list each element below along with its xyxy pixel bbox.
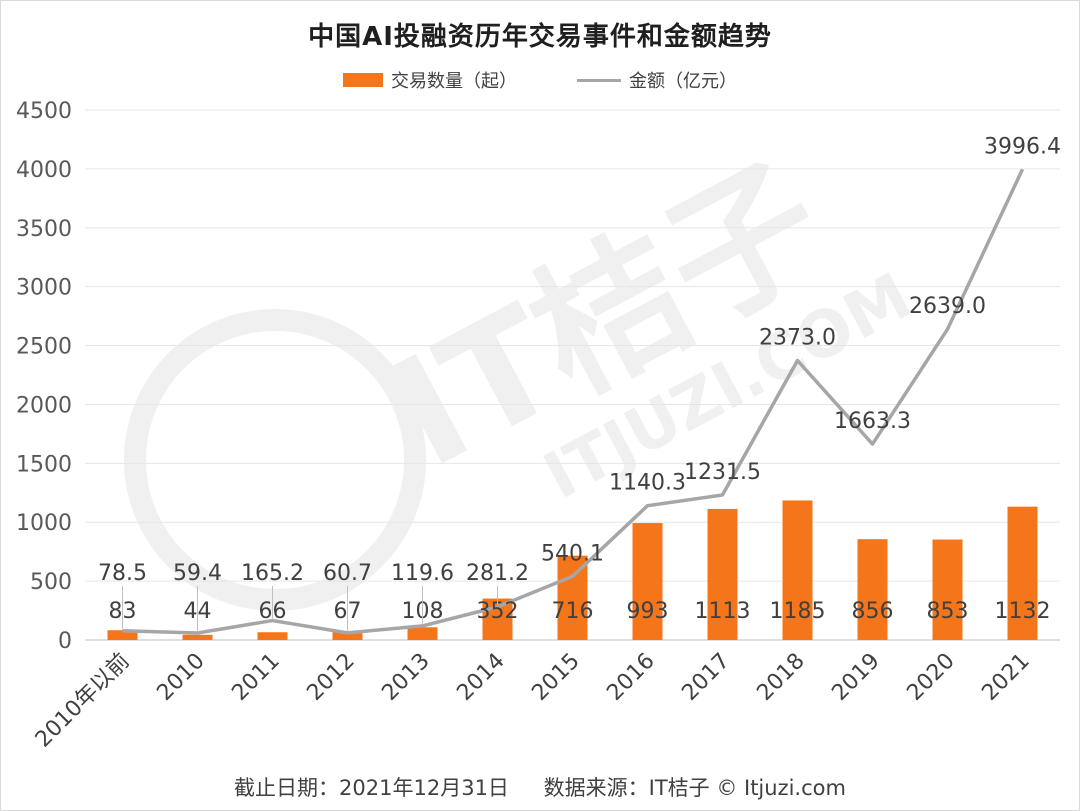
line-data-label: 165.2 [241, 561, 304, 586]
line-data-label: 540.1 [541, 541, 604, 566]
bar-data-label: 1185 [770, 599, 826, 624]
y-tick-label: 2000 [16, 393, 72, 418]
legend-swatch-line [577, 78, 621, 82]
x-tick-label: 2020 [902, 649, 959, 706]
bar [707, 508, 738, 640]
y-tick-label: 3500 [16, 217, 72, 242]
line-data-label: 1140.3 [609, 471, 686, 496]
bar [932, 539, 963, 640]
bar [182, 634, 213, 640]
bar [1007, 506, 1038, 640]
legend-item-count: 交易数量（起） [343, 67, 517, 93]
legend-item-amount: 金额（亿元） [577, 67, 737, 93]
x-tick-label: 2010 [152, 649, 209, 706]
line-series [122, 168, 1025, 635]
y-tick-label: 500 [30, 570, 72, 595]
x-tick-label: 2015 [527, 649, 584, 706]
bar [857, 539, 888, 640]
x-tick-label: 2010年以前 [31, 649, 135, 753]
line-data-labels: 78.5 59.4 165.2 60.7 119.6 281.2 540.1 1140.312… [98, 134, 1061, 632]
bar [782, 500, 813, 640]
y-tick-label: 1000 [16, 511, 72, 536]
x-tick-label: 2016 [602, 649, 659, 706]
bar-data-label: 1132 [995, 599, 1051, 624]
bar-data-label: 853 [927, 599, 969, 624]
legend: 交易数量（起） 金额（亿元） [0, 66, 1080, 94]
footer: 截止日期：2021年12月31日 数据来源：IT桔子 © Itjuzi.com [0, 772, 1080, 802]
line-data-label: 119.6 [391, 561, 454, 586]
bar-data-label: 856 [852, 599, 894, 624]
y-tick-label: 3000 [16, 276, 72, 301]
x-axis: 2010年以前 2010 2011 2012 2013 2014 2015 2016 2017 2… [31, 649, 1035, 753]
x-tick-label: 2017 [677, 649, 734, 706]
bar [632, 523, 663, 640]
y-tick-label: 4000 [16, 158, 72, 183]
line-data-label: 281.2 [466, 561, 529, 586]
footer-date: 截止日期：2021年12月31日 [234, 776, 509, 800]
bar [257, 632, 288, 640]
watermark-orange-logo [124, 309, 426, 611]
legend-swatch-bar [343, 73, 383, 87]
line-data-label: 1663.3 [834, 409, 911, 434]
legend-label-amount: 金额（亿元） [629, 71, 737, 92]
x-tick-label: 2014 [452, 649, 509, 706]
line-data-label: 2639.0 [909, 294, 986, 319]
bar-data-label: 993 [627, 599, 669, 624]
bar [332, 632, 363, 640]
footer-source: 数据来源：IT桔子 © Itjuzi.com [543, 776, 846, 800]
line-data-label: 59.4 [173, 561, 222, 586]
line-data-label: 3996.4 [984, 134, 1061, 159]
legend-label-count: 交易数量（起） [391, 71, 517, 92]
line-data-label: 78.5 [98, 561, 147, 586]
y-tick-label: 4500 [16, 99, 72, 124]
x-tick-label: 2021 [977, 649, 1034, 706]
y-axis: 0 500 1000 1500 2000 2500 3000 3500 4000 4500 [16, 99, 72, 654]
bar [407, 627, 438, 640]
line-data-label: 2373.0 [759, 326, 836, 351]
x-tick-label: 2019 [827, 649, 884, 706]
bar [557, 555, 588, 640]
x-tick-label: 2018 [752, 649, 809, 706]
bar-series [107, 500, 1038, 640]
line-data-label: 60.7 [323, 561, 372, 586]
bar-data-label: 716 [552, 599, 594, 624]
y-tick-label: 1500 [16, 452, 72, 477]
bar-data-label: 1113 [695, 599, 751, 624]
y-tick-label: 0 [58, 629, 72, 654]
x-tick-label: 2012 [302, 649, 359, 706]
bar [107, 630, 138, 640]
x-tick-label: 2013 [377, 649, 434, 706]
y-tick-label: 2500 [16, 335, 72, 360]
chart-title: 中国AI投融资历年交易事件和金额趋势 [308, 22, 772, 52]
line-data-label: 1231.5 [684, 460, 761, 485]
x-tick-label: 2011 [227, 649, 284, 706]
